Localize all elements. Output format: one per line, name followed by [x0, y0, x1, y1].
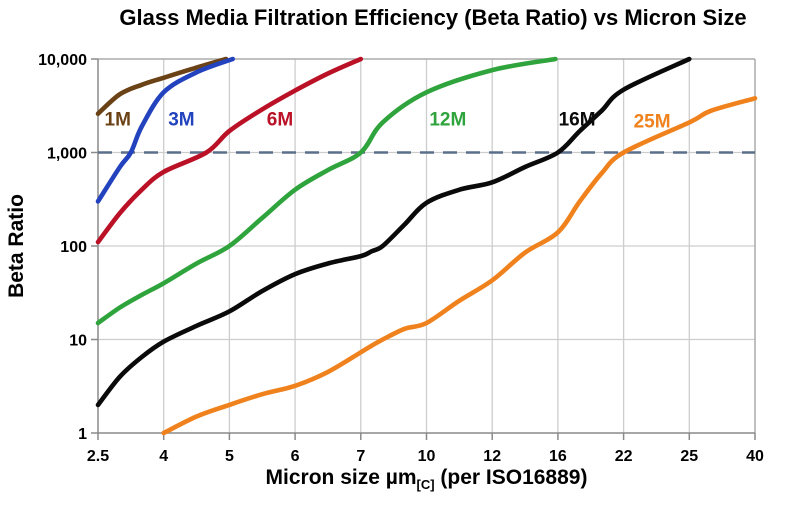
- curve-3M: [95, 56, 235, 204]
- curve-label-16M: 16M: [559, 110, 596, 131]
- chart-title: Glass Media Filtration Efficiency (Beta …: [119, 5, 747, 30]
- curve-label-25M: 25M: [634, 111, 671, 132]
- y-tick-label: 1: [78, 426, 87, 443]
- x-tick-label: 10: [418, 448, 436, 465]
- curve-25M: [161, 96, 758, 436]
- y-tick-label: 1,000: [47, 146, 87, 163]
- x-tick-label: 6: [291, 448, 300, 465]
- x-tick-label: 5: [225, 448, 234, 465]
- y-tick-label: 10: [69, 333, 87, 350]
- x-tick-label: 2.5: [87, 448, 109, 465]
- curve-16M: [95, 56, 692, 408]
- curve-12M: [95, 56, 558, 326]
- x-axis-title-subscript: [C]: [416, 477, 435, 493]
- x-axis-title-suffix: (per ISO16889): [434, 466, 588, 489]
- curve-label-12M: 12M: [429, 110, 466, 131]
- curve-label-3M: 3M: [168, 110, 194, 131]
- x-axis-title-text: Micron size µm: [265, 466, 417, 489]
- curve-label-1M: 1M: [105, 110, 131, 131]
- x-tick-label: 25: [680, 448, 698, 465]
- x-tick-label: 22: [615, 448, 633, 465]
- curve-1M: [95, 56, 229, 116]
- curve-label-6M: 6M: [267, 110, 293, 131]
- y-tick-label: 10,000: [38, 52, 87, 69]
- x-tick-label: 12: [483, 448, 501, 465]
- x-tick-label: 4: [159, 448, 168, 465]
- y-axis-title: Beta Ratio: [5, 194, 28, 298]
- x-tick-label: 7: [356, 448, 365, 465]
- x-tick-label: 16: [549, 448, 567, 465]
- y-tick-label: 100: [60, 239, 87, 256]
- x-axis-title: Micron size µm[C] (per ISO16889): [98, 466, 755, 492]
- x-tick-label: 40: [746, 448, 764, 465]
- curve-6M: [95, 56, 364, 245]
